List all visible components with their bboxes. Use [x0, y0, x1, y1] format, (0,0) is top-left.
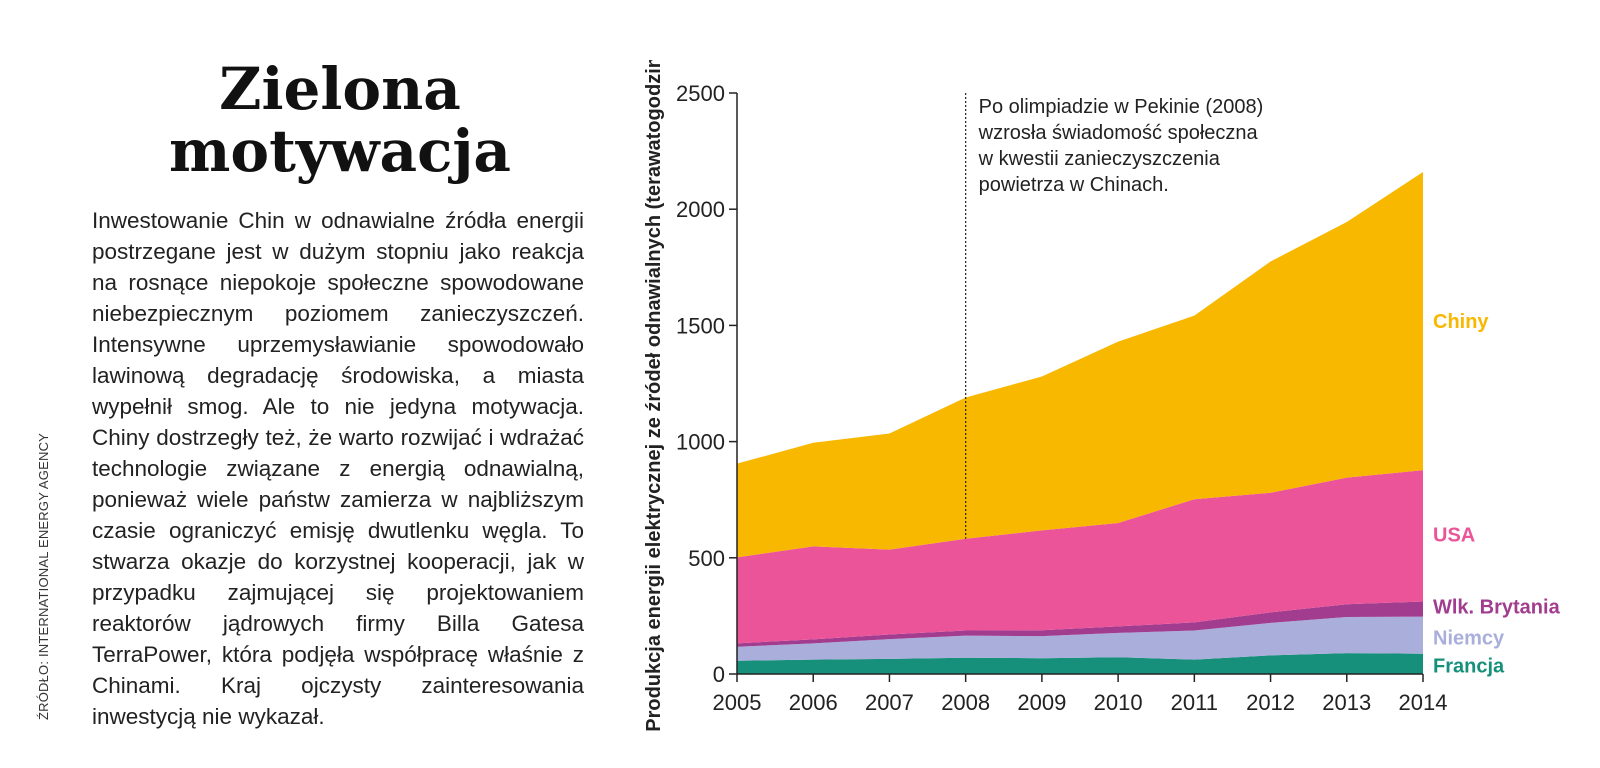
y-tick-label: 2500: [676, 81, 725, 106]
y-tick-label: 1000: [676, 430, 725, 455]
y-tick-label: 0: [713, 662, 725, 687]
x-tick-label: 2009: [1017, 690, 1066, 715]
series-label-chiny: Chiny: [1433, 311, 1489, 333]
area-niemcy: [737, 616, 1423, 661]
x-tick-label: 2008: [941, 690, 990, 715]
y-tick-label: 2000: [676, 197, 725, 222]
x-tick-label: 2011: [1171, 690, 1218, 715]
series-label-usa: USA: [1433, 525, 1475, 547]
renewables-area-chart: 0 500 1000 1500 2000 2500 2005 2006 2007 2008 2009…: [643, 60, 1561, 732]
article-body-text: w odnawialne źródła energii postrzegane …: [92, 208, 584, 729]
area-usa: [737, 470, 1423, 644]
y-tick-label: 500: [688, 546, 725, 571]
area-chiny: [737, 172, 1423, 558]
annotation-line-text: wzrosła świadomość społeczna: [978, 122, 1259, 144]
chart-areas: [737, 172, 1423, 674]
y-axis-label: Produkcja energii elektrycznej ze źródeł…: [643, 60, 665, 732]
y-tick-label: 1500: [676, 313, 725, 338]
annotation-text: Po olimpiadzie w Pekinie (2008) wzrosła ś…: [978, 96, 1264, 196]
x-tick-label: 2005: [713, 690, 762, 715]
article-body: Inwestowanie Chin w odnawialne źródła en…: [92, 205, 584, 732]
x-tick-label: 2012: [1246, 690, 1295, 715]
series-label-wlk-brytania: Wlk. Brytania: [1433, 597, 1561, 619]
x-tick-label: 2014: [1399, 690, 1448, 715]
x-tick-label: 2010: [1094, 690, 1143, 715]
x-tick-label: 2006: [789, 690, 838, 715]
article-title: Zielona motywacja: [169, 55, 511, 185]
chart-axes: 0 500 1000 1500 2000 2500 2005 2006 2007 2008 2009…: [676, 81, 1447, 715]
annotation-line-text: powietrza w Chinach.: [979, 174, 1169, 196]
x-tick-label: 2013: [1322, 690, 1371, 715]
area-francja: [737, 653, 1423, 674]
series-labels: Francja Niemcy Wlk. Brytania USA Chiny: [1433, 311, 1561, 678]
article-body-lead: Inwestowanie Chin: [92, 208, 285, 233]
series-label-francja: Francja: [1433, 655, 1505, 677]
series-label-niemcy: Niemcy: [1433, 627, 1505, 649]
annotation-line-text: w kwestii zanieczyszczenia: [978, 148, 1221, 170]
annotation-line-text: Po olimpiadzie w Pekinie (2008): [979, 96, 1264, 118]
area-wlk-brytania: [737, 601, 1423, 647]
source-credit: ŹRÓDŁO: INTERNATIONAL ENERGY AGENCY: [36, 432, 51, 720]
x-tick-label: 2007: [865, 690, 914, 715]
